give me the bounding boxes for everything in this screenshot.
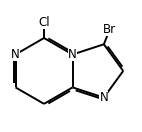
Text: Br: Br bbox=[103, 23, 116, 36]
Text: N: N bbox=[68, 48, 77, 61]
Text: N: N bbox=[100, 91, 108, 104]
Text: N: N bbox=[11, 48, 20, 61]
Text: Cl: Cl bbox=[38, 16, 50, 29]
